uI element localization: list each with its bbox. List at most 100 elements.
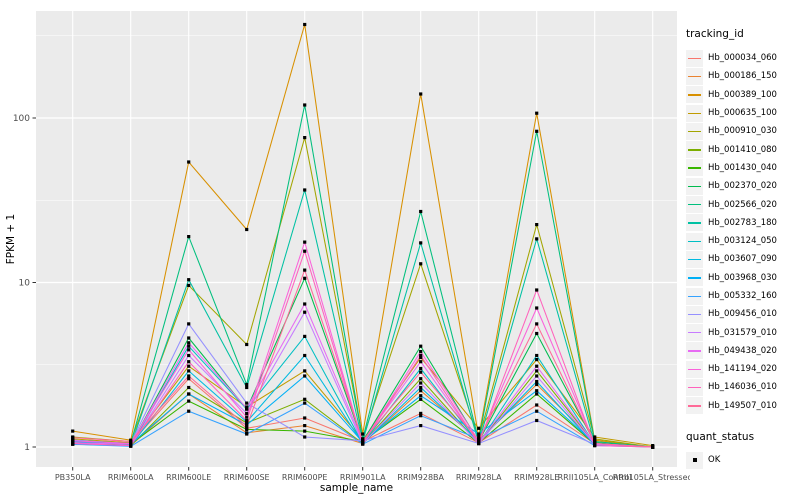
x-tick-label: RRII105LA_Stressed (613, 473, 690, 482)
data-point (477, 432, 481, 436)
data-point (245, 432, 249, 436)
data-point (361, 441, 365, 446)
data-point (303, 353, 307, 358)
y-tick-label: 1 (24, 443, 30, 453)
data-point (245, 382, 249, 387)
data-point (187, 385, 191, 390)
line-swatch-icon (688, 167, 701, 169)
data-point (187, 374, 191, 378)
quant-ok-key (686, 451, 703, 469)
legend-item-Hb_000635_100: Hb_000635_100 (686, 104, 798, 122)
legend-item-Hb_049438_020: Hb_049438_020 (686, 342, 798, 360)
data-point (419, 355, 423, 360)
data-point (419, 411, 423, 415)
data-point (187, 360, 191, 364)
legend-item-Hb_002783_180: Hb_002783_180 (686, 214, 798, 232)
line-swatch-icon (688, 405, 701, 407)
line-swatch-icon (688, 350, 701, 352)
x-tick-label: RRIM928LA (456, 473, 502, 482)
data-point (245, 342, 249, 347)
line-swatch-icon (688, 185, 701, 188)
legend-item-Hb_002370_020: Hb_002370_020 (686, 177, 798, 195)
legend-key-swatch (686, 378, 703, 396)
data-point (303, 22, 307, 27)
legend-item-Hb_000910_030: Hb_000910_030 (686, 122, 798, 140)
line-swatch-icon (688, 295, 701, 297)
point-swatch-icon (692, 458, 697, 463)
x-tick-label: RRIM600PE (282, 473, 328, 482)
data-point (593, 439, 597, 444)
data-point (593, 437, 597, 441)
legend-item-label: Hb_000034_060 (708, 53, 777, 64)
legend-key-swatch (686, 177, 703, 195)
data-point (303, 249, 307, 253)
legend-item-label: Hb_149507_010 (708, 400, 777, 411)
data-point (187, 341, 191, 345)
data-point (419, 353, 423, 358)
x-tick-label: RRII105LA_Control (558, 473, 632, 482)
data-point (419, 377, 423, 381)
legend-item-label: Hb_002783_180 (708, 217, 777, 228)
data-point (477, 441, 481, 446)
data-point (419, 424, 423, 428)
data-point (419, 385, 423, 390)
legend-key-swatch (686, 232, 703, 250)
data-point (71, 441, 75, 446)
legend-key-swatch (686, 159, 703, 177)
legend-key-swatch (686, 141, 703, 159)
x-tick-label: RRIM600SE (224, 473, 270, 482)
legend-item-Hb_000034_060: Hb_000034_060 (686, 49, 798, 67)
data-point (303, 416, 307, 420)
x-tick-label: RRIM928BA (397, 473, 444, 482)
data-point (303, 369, 307, 373)
data-point (245, 401, 249, 405)
panel-background (36, 11, 677, 467)
data-point (187, 348, 191, 352)
plot-panel: 1 10 100 PB350LA RRIM600LA RRIM600LE RRIM600SE… (5, 11, 693, 494)
legend-item-Hb_003968_030: Hb_003968_030 (686, 269, 798, 287)
legend-item-quant-ok: OK (686, 451, 798, 469)
data-point (187, 364, 191, 368)
data-point (419, 262, 423, 266)
data-point (245, 406, 249, 410)
legend-item-Hb_031579_010: Hb_031579_010 (686, 323, 798, 342)
data-point (245, 227, 249, 232)
data-point (535, 129, 539, 133)
legend-key-swatch (686, 305, 703, 323)
legend: tracking_id Hb_000034_060 Hb_000186_150 Hb… (686, 28, 798, 469)
line-swatch-icon (688, 75, 701, 78)
line-swatch-icon (688, 313, 701, 316)
data-point (187, 392, 191, 396)
data-point (535, 409, 539, 413)
data-point (419, 394, 423, 398)
data-point (71, 436, 75, 440)
data-point (419, 397, 423, 401)
data-point (535, 364, 539, 368)
legend-item-Hb_002566_020: Hb_002566_020 (686, 195, 798, 214)
data-point (303, 334, 307, 338)
data-point (245, 427, 249, 431)
data-point (245, 424, 249, 428)
data-point (303, 188, 307, 192)
line-swatch-icon (688, 240, 701, 242)
data-point (419, 381, 423, 385)
data-point (245, 418, 249, 423)
line-swatch-icon (688, 130, 701, 133)
data-point (535, 382, 539, 387)
data-point (477, 426, 481, 430)
data-point (303, 401, 307, 405)
x-tick-label: RRIM928LE (514, 473, 559, 482)
x-tick-label: RRIM600LE (166, 473, 211, 482)
data-point (303, 310, 307, 314)
data-point (245, 411, 249, 415)
legend-item-label: Hb_003968_030 (708, 272, 777, 283)
y-tick-label: 10 (19, 279, 31, 289)
legend-key-swatch (686, 360, 703, 378)
data-point (303, 276, 307, 280)
data-point (129, 441, 133, 446)
data-point (129, 444, 133, 448)
data-point (535, 358, 539, 362)
y-tick-label: 100 (13, 114, 30, 124)
data-point (535, 369, 539, 373)
